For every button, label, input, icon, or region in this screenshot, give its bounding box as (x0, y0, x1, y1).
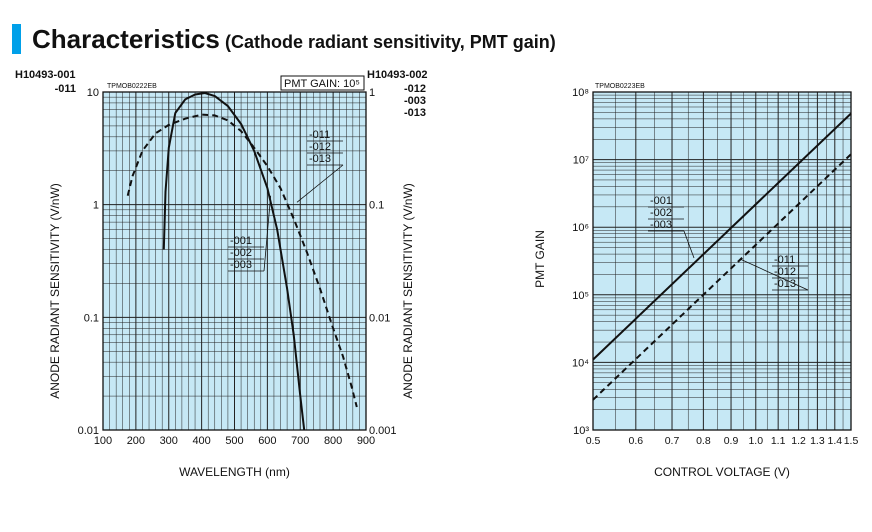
series-label-001-002-003: -003 (650, 219, 672, 231)
series-label-011-012-013: -013 (309, 153, 331, 165)
series-label-leader (263, 195, 272, 272)
series-label-leader (296, 164, 344, 203)
model-label-right: -003 (404, 95, 426, 107)
y-tick-label-right: 1 (369, 87, 375, 99)
x-tick-label: 100 (94, 435, 112, 447)
x-tick-label: 1.2 (791, 435, 806, 447)
y-tick-label: 10⁷ (573, 155, 589, 167)
x-tick-label: 900 (357, 435, 375, 447)
y-tick-label-left: 0.1 (84, 312, 99, 324)
x-tick-label: 0.7 (665, 435, 680, 447)
model-label-left: -011 (55, 83, 76, 95)
plot-frame (102, 91, 367, 431)
radiant-sensitivity-chart: 100 200 300 400 500 600 700 800 900 0.01 0.1 1 10 0.0… (15, 69, 428, 479)
page-subtitle: (Cathode radiant sensitivity, PMT gain) (225, 32, 556, 52)
pmt-gain-chart: 0.5 0.6 0.7 0.8 0.9 1.0 1.1 1.2 1.3 1.4 1.5 10³ 10⁴ 1… (533, 83, 858, 479)
x-tick-label: 1.5 (844, 435, 859, 447)
series-label-001-002-003: -002 (650, 207, 672, 219)
y-tick-label-right: 0.1 (369, 200, 384, 212)
x-tick-label: 1.0 (748, 435, 763, 447)
y-tick-label: 10⁶ (572, 222, 589, 234)
x-tick-label: 1.3 (810, 435, 825, 447)
series-label-011-012-013: -011 (774, 254, 795, 266)
series-label-011-012-013: -013 (774, 278, 796, 290)
model-label-left: H10493-001 (15, 69, 76, 81)
y-tick-label-left: 1 (93, 200, 99, 212)
series-label-011-012-013: -011 (309, 129, 330, 141)
series-label-leader (683, 230, 695, 259)
x-axis-title: CONTROL VOLTAGE (V) (654, 465, 790, 479)
series-label-011-012-013: -012 (774, 266, 796, 278)
x-axis-title: WAVELENGTH (nm) (179, 465, 290, 479)
x-tick-label: 300 (160, 435, 178, 447)
figure-code: TPMOB0222EB (107, 83, 157, 90)
plot-frame (592, 91, 852, 431)
y-tick-label-right: 0.01 (369, 312, 390, 324)
x-tick-label: 800 (324, 435, 342, 447)
y-axis-title-right: ANODE RADIANT SENSITIVITY (V/nW) (401, 183, 415, 399)
y-tick-label: 10⁴ (572, 357, 589, 369)
series-label-011-012-013: -012 (309, 141, 331, 153)
page-title: Characteristics (32, 24, 220, 54)
y-axis-title-left: ANODE RADIANT SENSITIVITY (V/nW) (48, 183, 62, 399)
pmt-gain-box-label: PMT GAIN: 10⁵ (284, 78, 360, 90)
model-label-right: H10493-002 (367, 69, 428, 81)
series-label-001-002-003: -001 (650, 195, 672, 207)
x-tick-label: 0.9 (724, 435, 739, 447)
y-tick-label: 10⁵ (572, 290, 589, 302)
x-tick-label: 1.4 (827, 435, 842, 447)
series-line-001-002-003 (592, 112, 852, 361)
x-tick-label: 0.5 (586, 435, 601, 447)
y-axis-title: PMT GAIN (533, 230, 547, 288)
title-accent-bar (12, 24, 21, 54)
x-tick-label: 400 (192, 435, 210, 447)
series-curve-001-002-003 (162, 92, 306, 431)
series-label-001-002-003: -002 (230, 247, 252, 259)
y-tick-label-left: 0.01 (78, 425, 99, 437)
x-tick-label: 700 (291, 435, 309, 447)
page-header: Characteristics (Cathode radiant sensiti… (12, 22, 772, 56)
model-label-right: -013 (404, 107, 426, 119)
series-label-001-002-003: -003 (230, 259, 252, 271)
x-tick-label: 500 (225, 435, 243, 447)
x-tick-label: 0.8 (696, 435, 711, 447)
model-label-right: -012 (404, 83, 426, 95)
series-curve-011-012-013 (126, 113, 358, 408)
y-tick-label: 10⁸ (572, 87, 589, 99)
x-tick-label: 200 (127, 435, 145, 447)
y-tick-label: 10³ (573, 425, 589, 437)
x-tick-label: 600 (258, 435, 276, 447)
plot-background (593, 92, 851, 430)
series-label-001-002-003: -001 (230, 235, 252, 247)
pmt-gain-box (280, 75, 365, 91)
series-label-leader (739, 258, 809, 291)
y-tick-label-right: 0.001 (369, 425, 397, 437)
figure-code: TPMOB0223EB (595, 83, 645, 90)
x-tick-label: 1.1 (771, 435, 786, 447)
y-tick-label-left: 10 (87, 87, 99, 99)
x-tick-label: 0.6 (629, 435, 644, 447)
